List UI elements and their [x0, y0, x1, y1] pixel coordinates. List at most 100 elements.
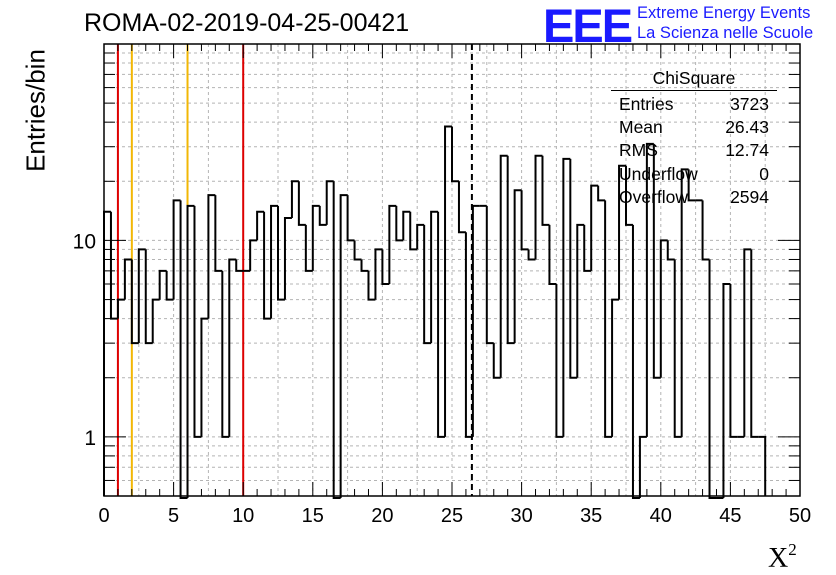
histogram-bin	[409, 211, 418, 251]
histogram-bin	[172, 199, 181, 300]
stats-row-overflow: Overflow 2594	[611, 186, 777, 209]
histogram-bin	[249, 239, 258, 271]
x-tick-label: 20	[371, 505, 393, 527]
histogram-bin	[506, 155, 515, 345]
histogram-bin	[304, 224, 313, 272]
stats-label: Underflow	[619, 163, 698, 184]
histogram-bin	[625, 165, 633, 226]
histogram-bin	[235, 259, 244, 272]
stats-label: RMS	[619, 140, 658, 161]
y-axis-label: Entries/bin	[20, 49, 51, 172]
histogram-bin	[430, 210, 439, 344]
histogram-bin	[569, 158, 578, 379]
x-tick-label: 40	[650, 505, 672, 527]
histogram-bin	[158, 269, 167, 300]
x-axis-label-superscript: 2	[788, 540, 797, 559]
stats-box-title: ChiSquare	[611, 68, 777, 91]
stats-value: 26.43	[725, 117, 769, 138]
histogram-bin	[758, 435, 767, 496]
histogram-bin	[499, 154, 508, 378]
histogram-bin	[137, 248, 146, 344]
histogram-bin	[645, 142, 654, 437]
histogram-bin	[367, 270, 376, 301]
histogram-bin	[221, 270, 230, 438]
histogram-bin	[652, 143, 661, 379]
histogram-bin	[638, 435, 647, 498]
histogram-bin	[423, 224, 432, 345]
histogram-bin	[339, 194, 348, 498]
stats-row-mean: Mean 26.43	[611, 116, 777, 139]
histogram-bin	[471, 204, 480, 437]
histogram-bin	[193, 205, 202, 438]
stats-value: 12.74	[725, 140, 769, 161]
histogram-bin	[687, 169, 696, 202]
histogram-bin	[311, 204, 320, 271]
x-tick-label: 0	[98, 505, 109, 527]
histogram-bin	[402, 210, 411, 241]
x-tick-label: 5	[168, 505, 179, 527]
histogram-bin	[583, 224, 592, 272]
histogram-bin	[437, 211, 446, 438]
histogram-bin	[520, 190, 529, 251]
stats-row-entries: Entries 3723	[611, 93, 777, 116]
stats-label: Mean	[619, 117, 663, 138]
histogram-bin	[318, 205, 327, 226]
y-tick-label: 1	[84, 427, 96, 450]
histogram-bin	[214, 195, 223, 272]
histogram-bin	[708, 259, 717, 499]
histogram-bin	[416, 223, 425, 250]
histogram-bin	[541, 155, 550, 226]
histogram-bin	[618, 164, 626, 300]
histogram-bin	[395, 205, 404, 242]
histogram-bin	[597, 185, 606, 202]
histogram-bin	[346, 195, 355, 242]
histogram-bin	[130, 259, 139, 345]
x-tick-label: 35	[580, 505, 602, 527]
histogram-bin	[103, 210, 111, 496]
histogram-bin	[457, 181, 466, 234]
histogram-bin	[666, 240, 675, 261]
x-tick-label: 45	[719, 505, 741, 527]
histogram-bin	[701, 200, 710, 261]
logo-caption-line-1: Extreme Energy Events	[637, 4, 811, 22]
histogram-bin	[381, 249, 390, 286]
x-tick-label: 10	[232, 505, 254, 527]
histogram-bin	[555, 284, 564, 438]
histogram-bin	[290, 180, 299, 219]
stats-label: Entries	[619, 94, 674, 114]
histogram-bin	[116, 298, 125, 319]
histogram-bin	[374, 248, 383, 300]
histogram-bin	[750, 249, 759, 438]
histogram-bin	[151, 298, 160, 344]
histogram-bin	[611, 298, 620, 437]
histogram-bin	[743, 248, 752, 437]
logo-caption-line-2: La Scienza nelle Scuole	[637, 24, 814, 42]
histogram-bin	[165, 270, 174, 301]
x-tick-label: 50	[789, 505, 811, 527]
x-tick-label: 15	[302, 505, 324, 527]
x-axis-label: Χ2	[768, 540, 797, 575]
histogram-bin	[513, 189, 522, 344]
stats-row-underflow: Underflow 0	[611, 163, 777, 186]
histogram-bin	[534, 154, 543, 260]
chart-title: ROMA-02-2019-04-25-00421	[84, 9, 410, 37]
histogram-bin	[729, 284, 738, 438]
x-tick-label: 25	[441, 505, 463, 527]
stats-value: 0	[759, 163, 769, 184]
histogram-bin	[228, 258, 237, 437]
histogram-bin	[492, 343, 501, 379]
histogram-bin	[464, 232, 473, 438]
histogram-bin	[353, 240, 362, 261]
histogram-bin	[576, 223, 585, 378]
x-tick-label: 30	[510, 505, 532, 527]
histogram-bin	[590, 184, 599, 271]
histogram-bin	[123, 258, 132, 300]
histogram-bin	[548, 224, 557, 286]
stats-value: 2594	[730, 186, 769, 207]
histogram-bin	[673, 259, 682, 438]
histogram-bin	[332, 181, 341, 499]
histogram-bin	[256, 210, 265, 241]
logo-caption: Extreme Energy Events La Scienza nelle S…	[637, 3, 813, 43]
histogram-bin	[631, 224, 640, 499]
